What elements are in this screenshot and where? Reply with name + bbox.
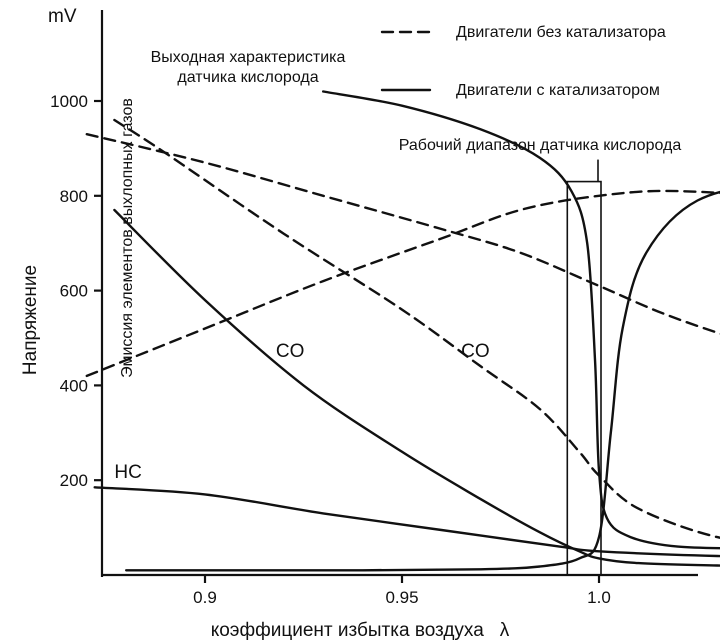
nox-solid-curve: [125, 190, 720, 572]
working-range-label: Рабочий диапазон датчика кислорода: [399, 137, 682, 154]
y-tick-label: 400: [60, 376, 88, 395]
legend: Двигатели без катализатора Двигатели с ка…: [380, 24, 666, 99]
sensor-output-solid-curve: [322, 90, 720, 550]
hc-dashed-curve: [85, 133, 720, 335]
y-axis-title: Напряжение: [20, 265, 41, 375]
y-tick-label: 200: [60, 471, 88, 490]
series-label-co: CO: [461, 341, 490, 362]
working-range: [566, 159, 602, 576]
legend-label-solid: Двигатели с катализатором: [456, 82, 660, 99]
series-label-co: CO: [276, 341, 305, 362]
nox-dashed-curve: [85, 189, 720, 378]
co-solid-curve: [113, 208, 720, 567]
x-axis-title: коэффициент избытка воздуха λ: [211, 620, 510, 641]
sensor-output-label: Выходная характеристика датчика кислорода: [151, 49, 346, 86]
secondary-y-axis-title: Эмиссия элементов выхлопных газов: [119, 98, 136, 378]
legend-label-dashed: Двигатели без катализатора: [456, 24, 666, 41]
curves: [85, 90, 720, 572]
y-tick-label: 800: [60, 187, 88, 206]
series-label-hc: HC: [114, 462, 141, 483]
hc-solid-curve: [93, 486, 720, 558]
y-tick-label: 1000: [50, 92, 88, 111]
y-unit-label: mV: [48, 6, 77, 27]
working-range-box: [566, 180, 602, 576]
co-dashed-curve: [113, 118, 720, 539]
x-tick-label: 0.95: [385, 588, 418, 607]
series-labels: COCOHCHCNOxNOx: [114, 341, 490, 483]
x-tick-label: 0.9: [193, 588, 217, 607]
y-tick-label: 600: [60, 282, 88, 301]
x-tick-label: 1.0: [587, 588, 611, 607]
